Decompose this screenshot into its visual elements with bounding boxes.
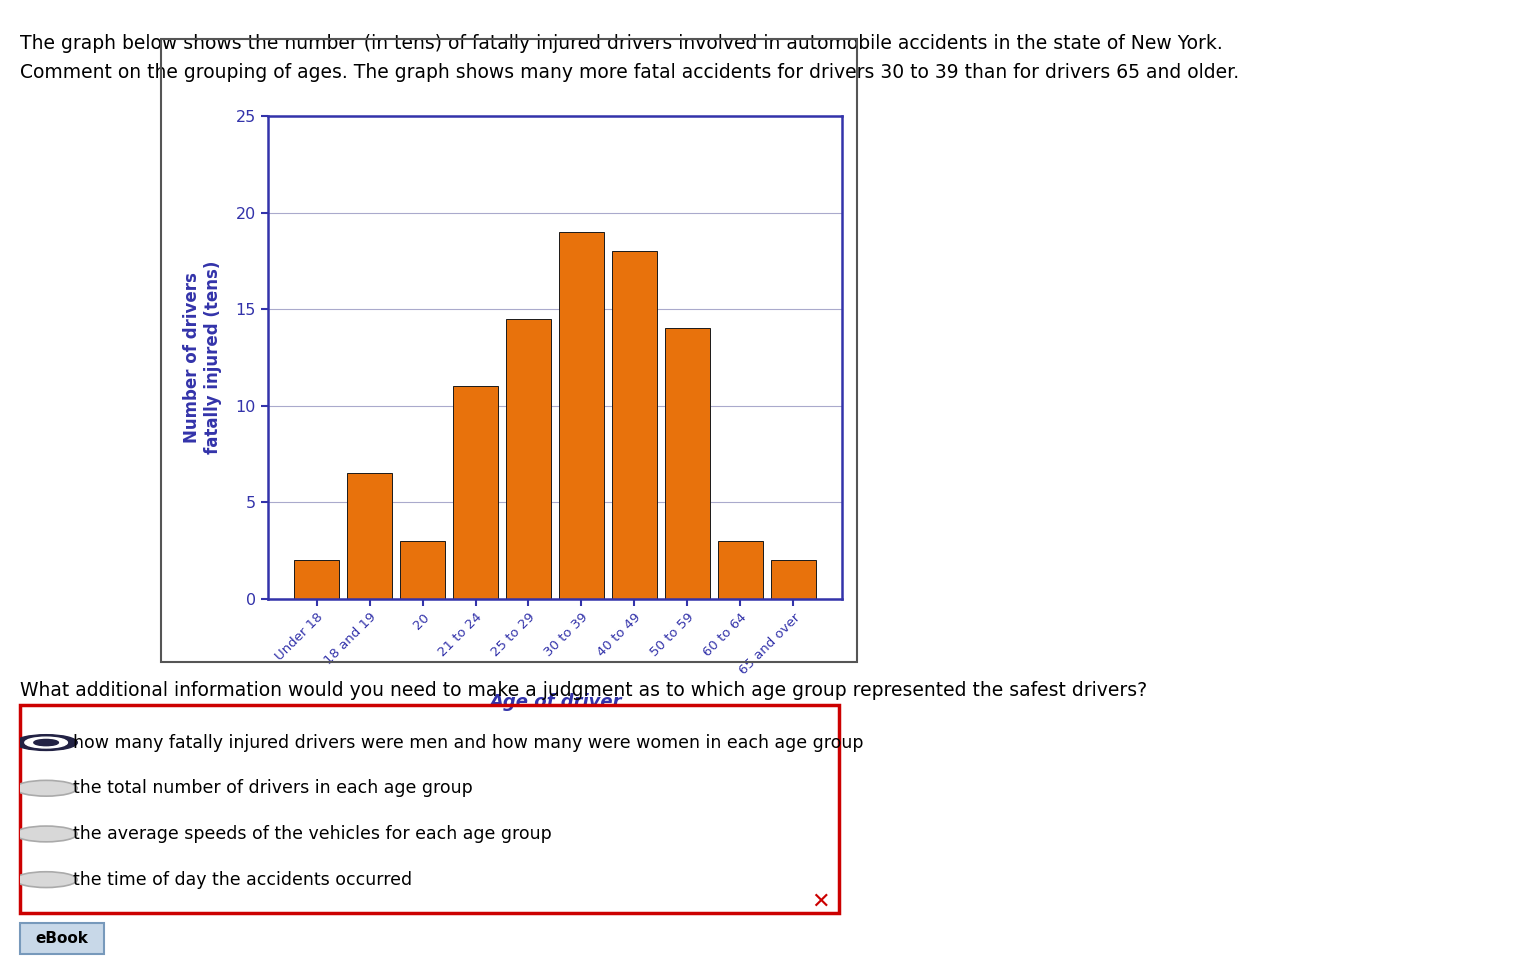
Circle shape [15, 735, 77, 751]
Bar [505, 319, 551, 599]
Y-axis label: Number of drivers
fatally injured (tens): Number of drivers fatally injured (tens) [184, 261, 222, 454]
Circle shape [15, 826, 77, 841]
Bar [612, 251, 657, 599]
Circle shape [34, 739, 58, 746]
Text: the total number of drivers in each age group: the total number of drivers in each age … [73, 780, 473, 797]
Bar [400, 541, 446, 599]
Bar [664, 328, 710, 599]
Circle shape [15, 781, 77, 796]
X-axis label: Age of driver: Age of driver [488, 694, 622, 711]
Text: Comment on the grouping of ages. The graph shows many more fatal accidents for d: Comment on the grouping of ages. The gra… [20, 63, 1239, 82]
Bar [559, 232, 605, 599]
Bar [294, 560, 338, 599]
Circle shape [15, 871, 77, 888]
Text: how many fatally injured drivers were men and how many were women in each age gr: how many fatally injured drivers were me… [73, 733, 863, 752]
Text: the time of day the accidents occurred: the time of day the accidents occurred [73, 870, 412, 889]
Bar [718, 541, 762, 599]
Text: The graph below shows the number (in tens) of fatally injured drivers involved i: The graph below shows the number (in ten… [20, 34, 1223, 53]
Text: What additional information would you need to make a judgment as to which age gr: What additional information would you ne… [20, 681, 1147, 700]
Circle shape [24, 737, 67, 748]
Bar [348, 473, 392, 599]
Text: eBook: eBook [35, 931, 89, 947]
Bar [772, 560, 816, 599]
Bar [453, 386, 498, 599]
Text: the average speeds of the vehicles for each age group: the average speeds of the vehicles for e… [73, 825, 551, 843]
Text: ✕: ✕ [811, 892, 830, 912]
